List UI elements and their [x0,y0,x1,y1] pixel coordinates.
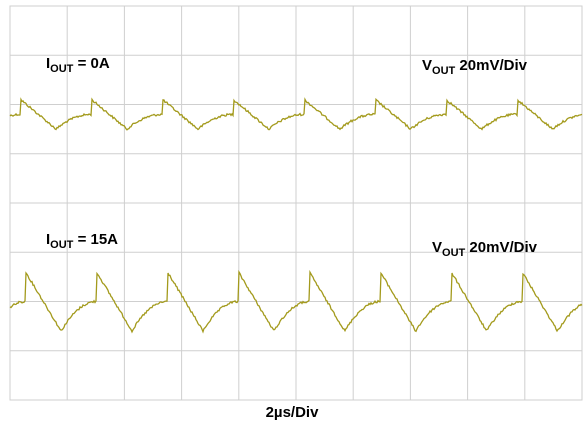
cond-prefix: I [46,55,51,72]
cond-sub: OUT [50,239,74,251]
traces [9,97,583,334]
cond-text: = 0A [73,55,110,72]
trace-1-condition-label: IOUT = 0A [46,56,110,75]
ripple-trace-1 [9,97,583,131]
scale-text: 20mV/Div [465,239,537,256]
scale-sub: OUT [432,65,456,77]
trace-2-scale-label: VOUT 20mV/Div [432,240,537,259]
cond-text: = 15A [73,231,119,248]
scale-sub: OUT [442,247,466,259]
scale-prefix: V [432,239,443,256]
ripple-trace-2 [9,269,583,334]
trace-2-condition-label: IOUT = 15A [46,232,118,251]
scale-prefix: V [422,57,433,74]
cond-prefix: I [46,231,51,248]
scale-text: 20mV/Div [455,57,527,74]
cond-sub: OUT [50,63,74,75]
grid [9,5,583,401]
x-axis-label: 2µs/Div [265,404,319,421]
trace-1-scale-label: VOUT 20mV/Div [422,58,527,77]
